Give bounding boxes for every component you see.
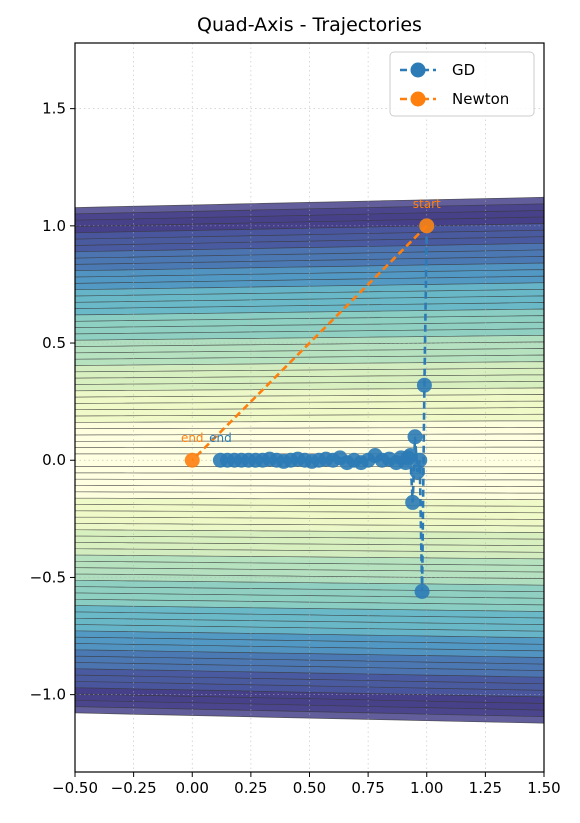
y-tick-label: −0.5 <box>30 568 66 586</box>
data-point-gd <box>416 377 432 393</box>
data-point-gd <box>409 464 425 480</box>
annotation-label: start <box>413 197 441 211</box>
y-tick-label: 0.5 <box>42 334 66 352</box>
data-point-gd <box>212 452 228 468</box>
data-point-newton <box>419 218 435 234</box>
data-point-gd <box>414 584 430 600</box>
data-point-gd <box>407 429 423 445</box>
series-layer <box>184 218 435 600</box>
x-tick-label: 0.50 <box>293 779 326 797</box>
data-point-gd <box>405 494 421 510</box>
x-tick-label: 1.00 <box>410 779 443 797</box>
x-tick-label: 0.00 <box>176 779 209 797</box>
legend-marker-newton <box>410 91 426 107</box>
legend-label-newton: Newton <box>452 90 509 108</box>
x-tick-label: −0.50 <box>52 779 98 797</box>
annotations: start end end <box>181 197 441 445</box>
x-tick-label: 0.75 <box>351 779 384 797</box>
y-tick-label: 1.0 <box>42 217 66 235</box>
x-tick-label: 1.50 <box>527 779 560 797</box>
series-line-newton <box>191 224 428 462</box>
chart-title: Quad-Axis - Trajectories <box>197 14 422 36</box>
x-tick-label: −0.25 <box>111 779 157 797</box>
annotation-label: end <box>209 431 232 445</box>
annotation-label: end <box>181 431 204 445</box>
data-point-newton <box>184 452 200 468</box>
y-tick-label: 1.5 <box>42 100 66 118</box>
axes: −0.50 −0.25 0.00 0.25 0.50 0.75 1.00 1.25 1.50 −1… <box>30 100 561 797</box>
x-tick-label: 0.25 <box>234 779 267 797</box>
y-tick-label: 0.0 <box>42 451 66 469</box>
legend-label-gd: GD <box>452 61 475 79</box>
legend: GD Newton <box>389 51 535 117</box>
legend-marker-gd <box>410 62 426 78</box>
y-tick-label: −1.0 <box>30 686 66 704</box>
x-tick-label: 1.25 <box>469 779 502 797</box>
